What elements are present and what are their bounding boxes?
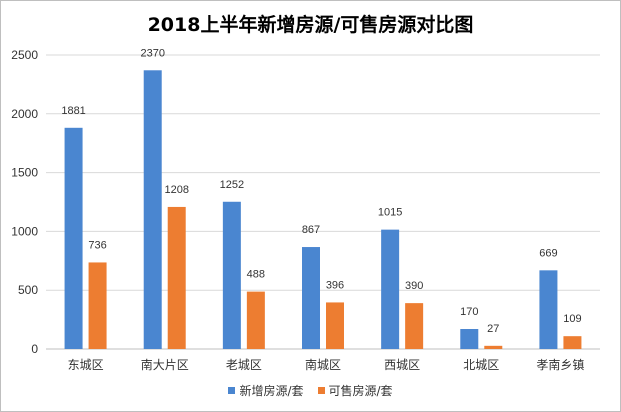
y-tick-label: 1500 [11, 166, 38, 180]
data-label: 2370 [140, 47, 164, 59]
x-category-label: 西城区 [384, 358, 420, 372]
data-label: 170 [460, 306, 478, 318]
bars [64, 70, 582, 350]
data-label: 1015 [378, 207, 402, 219]
bar [88, 262, 107, 349]
bar [143, 70, 162, 350]
x-category-label: 东城区 [68, 358, 104, 372]
data-label: 1881 [61, 105, 85, 117]
legend-label-new: 新增房源/套 [239, 384, 304, 398]
data-label: 1208 [164, 184, 188, 196]
data-label: 867 [302, 224, 320, 236]
y-tick-label: 0 [31, 342, 38, 356]
bar [484, 345, 503, 349]
data-label: 390 [405, 280, 423, 292]
x-category-label: 孝南乡镇 [536, 357, 584, 372]
data-label: 109 [563, 313, 581, 325]
legend-swatch-available [317, 387, 325, 394]
y-tick-label: 2500 [11, 48, 38, 62]
data-label: 736 [88, 239, 106, 251]
gridlines [46, 54, 600, 350]
bar [167, 206, 186, 349]
data-labels: 1881 736 2370 1208 1252 488 867 396 1015 390 170 27… [61, 47, 581, 335]
y-tick-label: 2000 [11, 107, 38, 121]
bar [246, 291, 265, 349]
bar [563, 336, 582, 349]
bar [381, 229, 400, 349]
data-label: 488 [247, 269, 265, 281]
x-category-label: 南大片区 [141, 357, 189, 372]
y-tick-label: 1000 [11, 224, 38, 238]
bar [405, 303, 424, 349]
data-label: 1252 [220, 179, 244, 191]
bar [539, 270, 558, 349]
legend-item-new: 新增房源/套 [228, 382, 304, 399]
x-category-label: 老城区 [226, 358, 262, 372]
legend: 新增房源/套 可售房源/套 [0, 382, 621, 399]
bar [64, 127, 83, 349]
x-category-label: 南城区 [305, 357, 341, 372]
y-tick-label: 500 [18, 283, 38, 297]
data-label: 669 [539, 247, 557, 259]
bar [302, 247, 320, 349]
data-label: 396 [326, 279, 344, 291]
bar [222, 201, 241, 349]
y-axis-ticks: 0 500 1000 1500 2000 2500 [11, 48, 38, 356]
legend-label-available: 可售房源/套 [328, 384, 393, 398]
x-category-label: 北城区 [463, 358, 499, 372]
chart-title: 2018上半年新增房源/可售房源对比图 [147, 14, 474, 36]
legend-item-available: 可售房源/套 [317, 382, 393, 399]
bar [326, 302, 344, 349]
x-axis-categories: 东城区 南大片区 老城区 南城区 西城区 北城区 孝南乡镇 [68, 357, 585, 372]
legend-swatch-new [228, 387, 236, 394]
bar [460, 329, 479, 349]
data-label: 27 [487, 323, 499, 335]
